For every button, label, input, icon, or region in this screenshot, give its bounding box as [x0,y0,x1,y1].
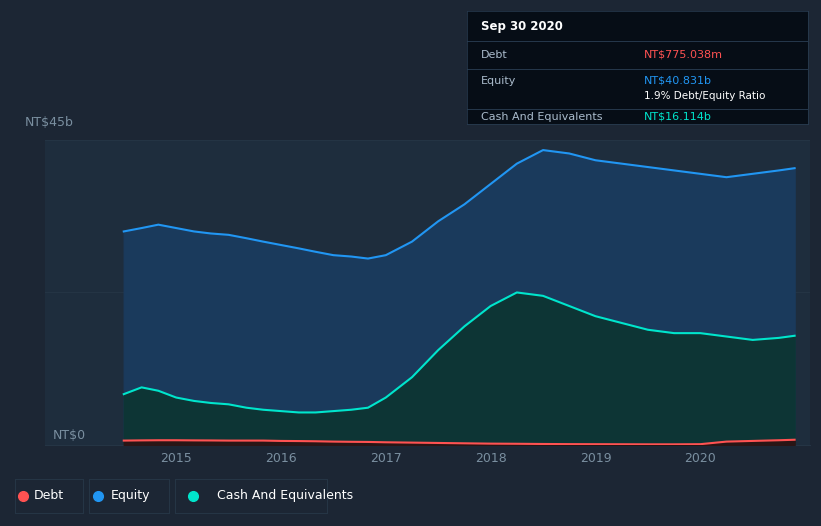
Text: Equity: Equity [111,489,151,502]
Text: NT$40.831b: NT$40.831b [644,76,713,86]
Text: Debt: Debt [34,489,64,502]
Text: 1.9% Debt/Equity Ratio: 1.9% Debt/Equity Ratio [644,92,766,102]
Text: NT$16.114b: NT$16.114b [644,112,712,122]
Text: Sep 30 2020: Sep 30 2020 [481,20,562,33]
Text: NT$775.038m: NT$775.038m [644,49,723,59]
Text: Equity: Equity [481,76,516,86]
Text: Debt: Debt [481,49,507,59]
Text: NT$0: NT$0 [53,429,85,442]
Text: Cash And Equivalents: Cash And Equivalents [218,489,354,502]
Text: NT$45b: NT$45b [25,116,74,129]
Text: Cash And Equivalents: Cash And Equivalents [481,112,603,122]
